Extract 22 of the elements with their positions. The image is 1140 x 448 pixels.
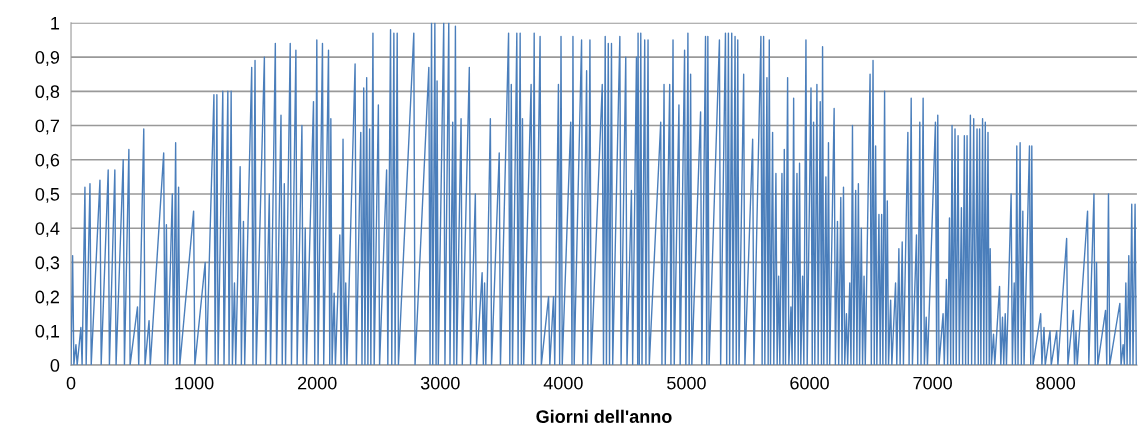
y-tick-label: 0,6 [35, 153, 60, 169]
y-tick-label: 0,4 [35, 222, 60, 238]
line-series [71, 22, 1137, 366]
y-tick-label: 0,5 [35, 187, 60, 203]
x-tick-label: 2000 [298, 376, 337, 390]
x-axis-title: Giorni dell'anno [536, 409, 672, 423]
x-tick-label: 6000 [790, 376, 829, 390]
y-tick-label: 1 [51, 16, 60, 30]
y-tick-label: 0,9 [35, 51, 60, 66]
x-tick-label: 3000 [420, 376, 460, 390]
y-tick-label: 0,2 [35, 290, 60, 306]
x-tick-label: 1000 [175, 376, 214, 390]
y-tick-label: 0 [50, 359, 60, 372]
y-tick-label: 0,1 [35, 324, 60, 340]
x-tick-label: 7000 [913, 376, 952, 390]
x-tick-label: 0 [66, 376, 76, 390]
y-tick-label: 0,7 [35, 119, 60, 135]
x-tick-label: 8000 [1036, 376, 1076, 390]
y-tick-label: 0,3 [35, 256, 60, 272]
y-tick-label: 0,8 [35, 85, 60, 101]
x-tick-label: 4000 [543, 376, 583, 390]
x-tick-label: 5000 [667, 376, 706, 390]
